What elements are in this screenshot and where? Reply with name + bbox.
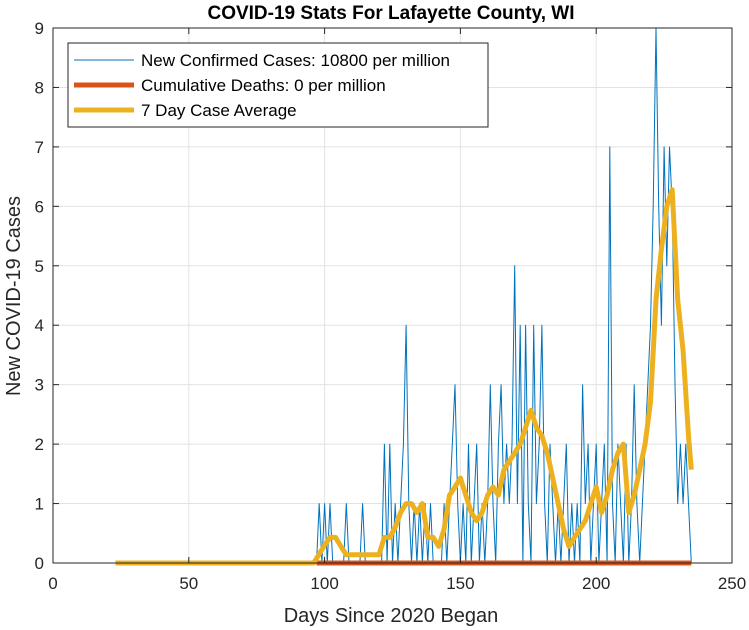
y-tick-label-9: 9 xyxy=(35,19,44,38)
chart-title: COVID-19 Stats For Lafayette County, WI xyxy=(207,3,574,24)
y-tick-label-4: 4 xyxy=(35,316,44,335)
legend-entry-2: 7 Day Case Average xyxy=(141,101,297,120)
series-line-0 xyxy=(115,27,692,564)
axes-box xyxy=(52,27,733,564)
legend-entry-0: New Confirmed Cases: 10800 per million xyxy=(141,51,450,70)
x-tick-label-2: 100 xyxy=(310,574,338,593)
y-tick-label-6: 6 xyxy=(35,197,44,216)
x-tick-label-1: 50 xyxy=(179,574,198,593)
y-tick-label-8: 8 xyxy=(35,78,44,97)
y-tick-label-1: 1 xyxy=(35,495,44,514)
axis-ticks: 0 50 100 150 200 250 0 1 2 3 4 5 6 7 8 9 xyxy=(35,19,747,593)
y-tick-label-3: 3 xyxy=(35,376,44,395)
y-axis-label: New COVID-19 Cases xyxy=(3,196,25,396)
series-line-2 xyxy=(115,187,694,566)
legend-box xyxy=(67,42,489,128)
x-tick-label-3: 150 xyxy=(446,574,474,593)
x-tick-label-4: 200 xyxy=(582,574,610,593)
x-tick-label-5: 250 xyxy=(718,574,746,593)
y-tick-label-5: 5 xyxy=(35,257,44,276)
y-tick-label-7: 7 xyxy=(35,138,44,157)
legend: New Confirmed Cases: 10800 per million Cu… xyxy=(67,42,489,128)
x-axis-label: Days Since 2020 Began xyxy=(284,605,499,627)
y-tick-label-0: 0 xyxy=(35,554,44,573)
y-tick-label-2: 2 xyxy=(35,435,44,454)
legend-entry-1: Cumulative Deaths: 0 per million xyxy=(141,76,386,95)
x-tick-label-0: 0 xyxy=(48,574,57,593)
